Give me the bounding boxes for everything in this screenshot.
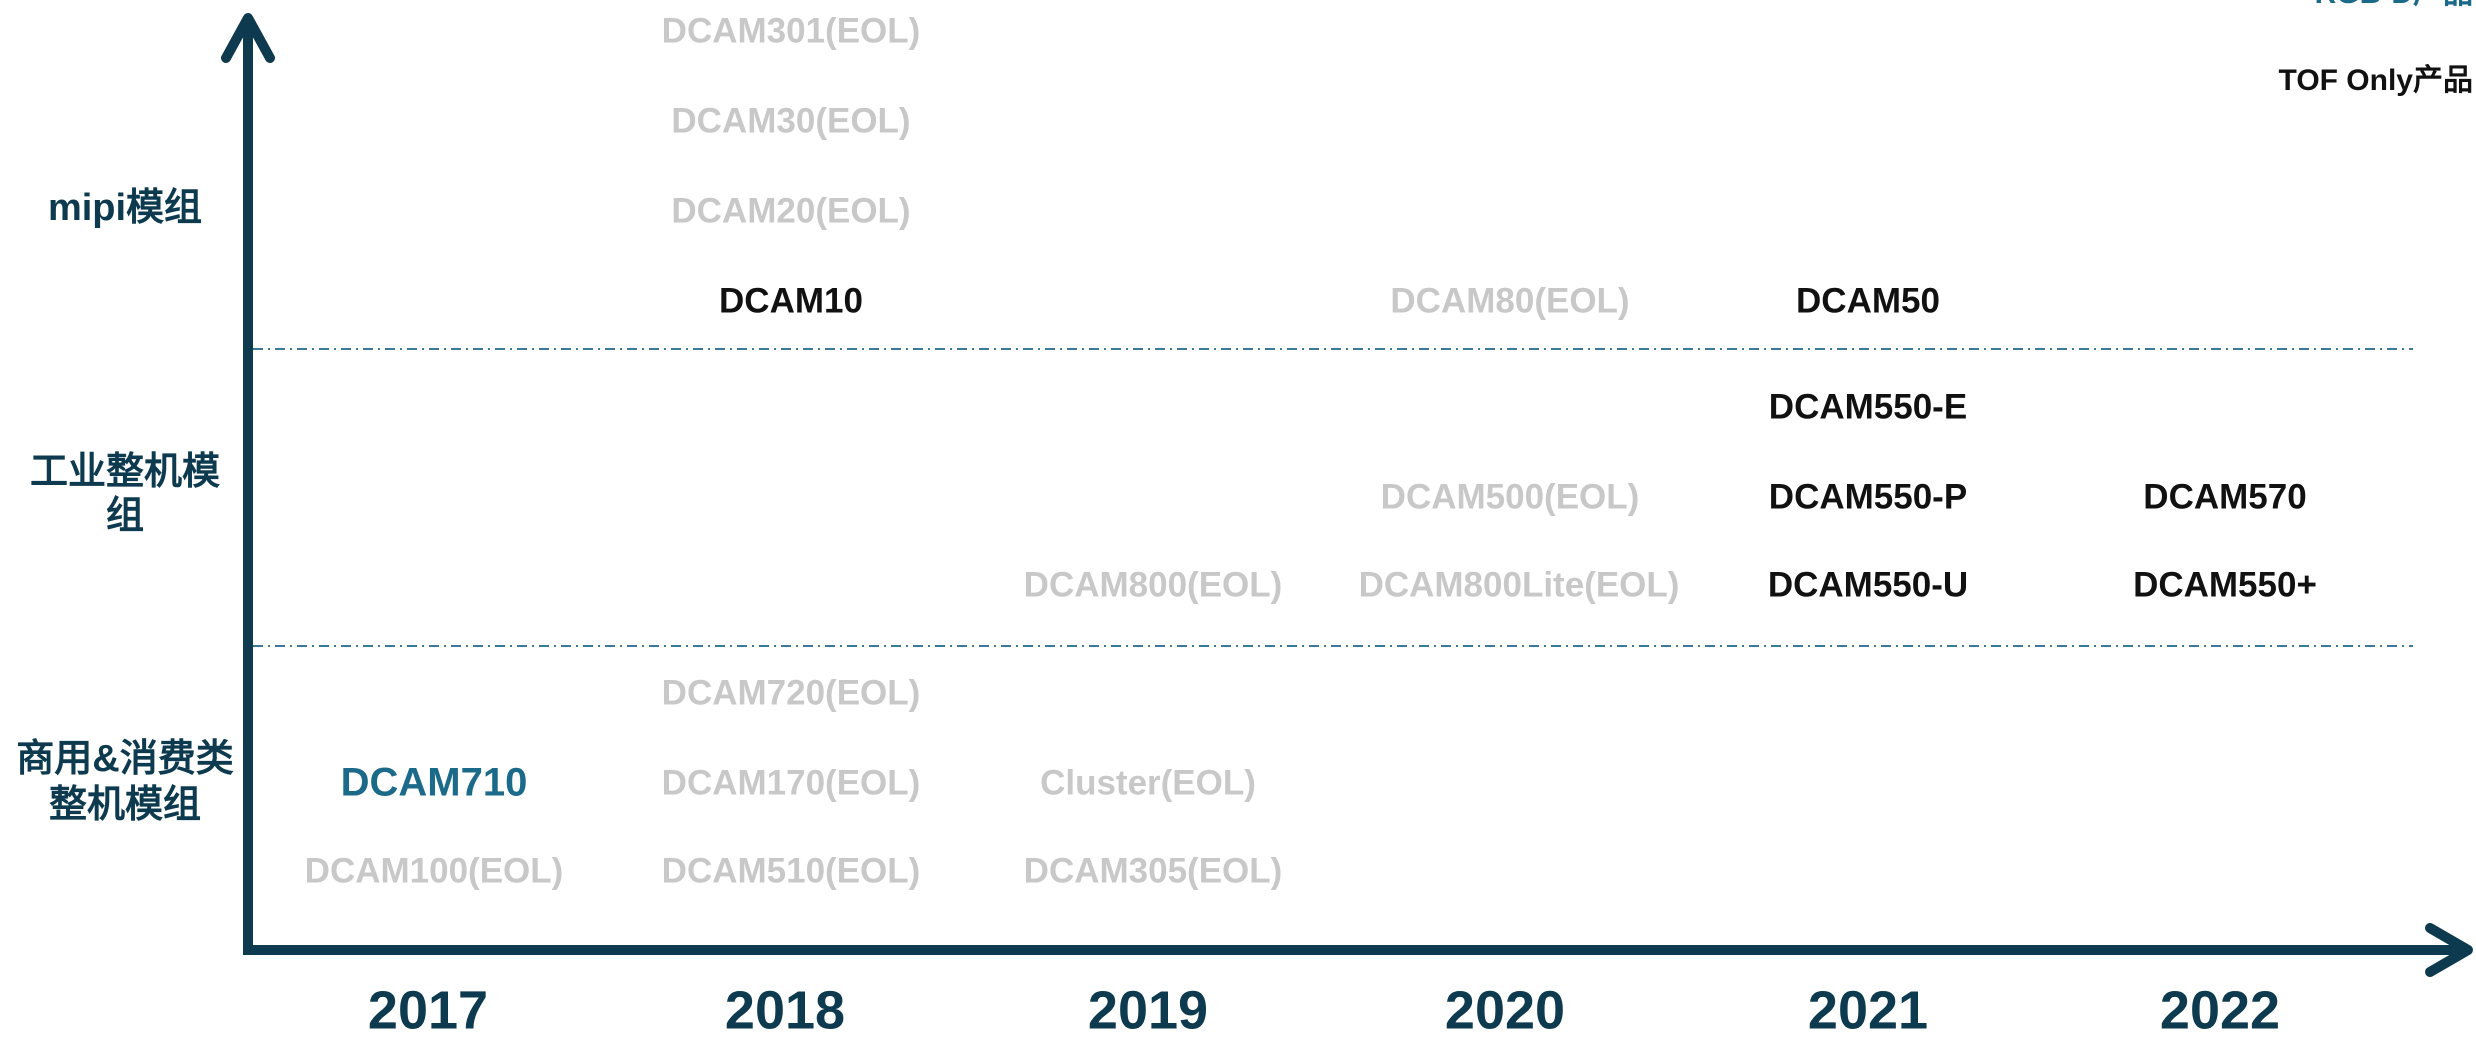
year-label: 2017 [368, 980, 488, 1038]
product-label: DCAM800Lite(EOL) [1359, 565, 1680, 604]
row-label: 组 [106, 495, 144, 537]
product-label: DCAM550-E [1769, 387, 1967, 426]
product-label: DCAM80(EOL) [1390, 281, 1629, 320]
x-axis-arrow [2425, 923, 2473, 977]
product-label: DCAM550-P [1769, 477, 1967, 516]
year-label: 2018 [725, 980, 845, 1038]
product-label: DCAM100(EOL) [305, 851, 564, 890]
product-label: DCAM550+ [2133, 565, 2317, 604]
row-label: 工业整机模 [30, 451, 220, 493]
year-label: 2022 [2160, 980, 2280, 1038]
product-label: DCAM800(EOL) [1024, 565, 1283, 604]
legend-label: TOF Only产品 [2279, 64, 2473, 97]
product-label: DCAM570 [2143, 477, 2306, 516]
product-label: DCAM170(EOL) [662, 763, 921, 802]
product-label: Cluster(EOL) [1040, 763, 1256, 802]
product-label: DCAM10 [719, 281, 863, 320]
product-label: DCAM500(EOL) [1381, 477, 1640, 516]
product-label: DCAM305(EOL) [1024, 851, 1283, 890]
row-label: mipi模组 [48, 187, 202, 229]
product-label: DCAM30(EOL) [671, 101, 910, 140]
legend-label: RGB-D产品 [2315, 0, 2473, 10]
y-axis-arrow [221, 13, 275, 63]
product-label: DCAM50 [1796, 281, 1940, 320]
year-label: 2019 [1088, 980, 1208, 1038]
product-label: DCAM510(EOL) [662, 851, 921, 890]
product-label: DCAM710 [341, 761, 528, 805]
product-label: DCAM20(EOL) [671, 191, 910, 230]
product-label: DCAM550-U [1768, 565, 1968, 604]
row-label: 整机模组 [49, 784, 201, 826]
year-label: 2021 [1808, 980, 1928, 1038]
product-label: DCAM720(EOL) [662, 673, 921, 712]
year-label: 2020 [1445, 980, 1565, 1038]
row-label: 商用&消费类 [16, 738, 233, 780]
product-label: DCAM301(EOL) [662, 11, 921, 50]
